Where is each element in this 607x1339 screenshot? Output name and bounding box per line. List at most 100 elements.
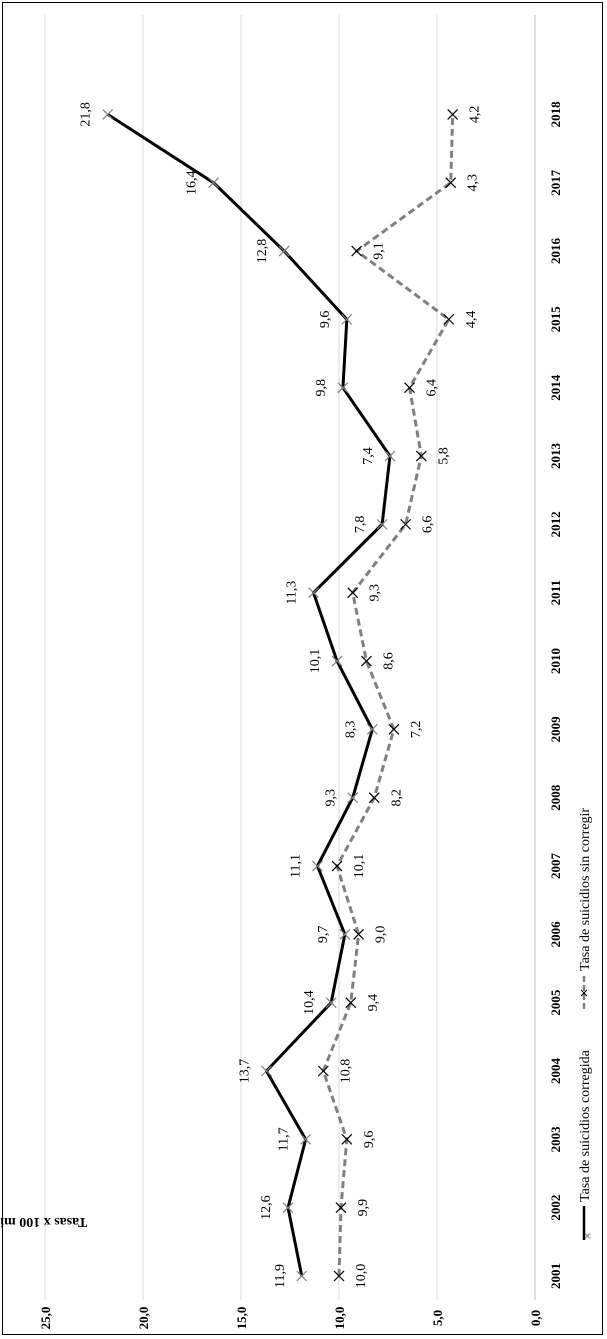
gridlines xyxy=(44,15,536,1300)
data-label: 12,6 xyxy=(259,1195,274,1220)
x-tick-label: 2012 xyxy=(548,511,563,537)
legend-marker-corregida: ✕ xyxy=(581,1232,592,1240)
x-tick-label: 2009 xyxy=(548,716,563,743)
data-label: 11,3 xyxy=(285,581,300,605)
x-tick-label: 2011 xyxy=(548,580,563,605)
data-labels: 11,9 12,6 11,7 13,7 10,4 9,7 11,1 9,3 8,3 10,1 11,… xyxy=(79,102,483,1288)
data-label: 4,4 xyxy=(464,311,479,329)
data-point xyxy=(339,928,351,940)
data-point xyxy=(312,860,323,872)
data-point xyxy=(261,1065,272,1077)
legend-label-corregida: Tasa de suicidios corregida xyxy=(578,1049,593,1202)
x-tick-label: 2014 xyxy=(548,374,563,401)
data-point xyxy=(333,1270,345,1282)
legend-item-corregida: ✕ Tasa de suicidios corregida xyxy=(578,1049,593,1240)
data-label: 9,7 xyxy=(316,926,331,944)
data-label: 11,7 xyxy=(277,1127,292,1151)
y-tick-label: 15,0 xyxy=(234,1307,249,1330)
data-point xyxy=(208,177,219,189)
data-point xyxy=(376,518,388,530)
x-tick-label: 2002 xyxy=(548,1195,563,1221)
data-label: 4,2 xyxy=(468,106,483,124)
legend-item-sin-corregir: ✕ Tasa de suicidios sin corregir xyxy=(578,808,593,1010)
x-tick-label: 2006 xyxy=(548,921,563,948)
data-point xyxy=(447,108,459,120)
data-label: 7,4 xyxy=(361,447,376,465)
x-tick-label: 2008 xyxy=(548,784,563,811)
y-tick-label: 25,0 xyxy=(38,1307,53,1330)
x-tick-label: 2016 xyxy=(548,238,563,264)
data-label: 8,3 xyxy=(343,721,358,739)
data-label: 7,2 xyxy=(409,721,424,739)
data-label: 9,0 xyxy=(374,926,389,944)
data-label: 11,9 xyxy=(273,1264,288,1288)
data-label: 9,4 xyxy=(366,994,381,1012)
data-point xyxy=(341,1133,353,1145)
data-point xyxy=(388,723,400,735)
data-label: 10,4 xyxy=(302,990,317,1015)
data-label: 12,8 xyxy=(255,239,270,263)
y-tick-label: 20,0 xyxy=(136,1307,151,1330)
data-point xyxy=(282,1202,294,1214)
x-tick-label: 2003 xyxy=(548,1126,563,1153)
y-tick-label: 10,0 xyxy=(332,1307,347,1330)
series xyxy=(102,108,459,1282)
data-point xyxy=(325,997,337,1009)
data-point xyxy=(331,860,343,872)
data-point xyxy=(368,792,380,804)
data-point xyxy=(443,313,455,325)
x-tick-label: 2004 xyxy=(548,1058,563,1085)
data-point xyxy=(335,1202,347,1214)
data-point xyxy=(400,518,412,530)
x-tick-label: 2015 xyxy=(548,306,563,333)
x-tick-label: 2018 xyxy=(548,101,563,128)
data-label: 9,9 xyxy=(356,1199,371,1217)
y-axis-title: Tasas x 100 mil hab. xyxy=(0,1214,87,1229)
y-tick-label: 5,0 xyxy=(430,1310,445,1326)
data-label: 9,3 xyxy=(324,789,339,807)
data-point xyxy=(345,997,357,1009)
data-label: 4,3 xyxy=(466,174,481,192)
x-tick-label: 2005 xyxy=(548,989,563,1016)
data-point xyxy=(361,655,372,667)
data-label: 11,1 xyxy=(288,854,303,878)
legend: ✕ Tasa de suicidios corregida ✕ Tasa de … xyxy=(578,808,593,1241)
data-point xyxy=(331,655,343,667)
data-point xyxy=(102,108,114,120)
data-point xyxy=(347,587,359,599)
data-label: 6,4 xyxy=(425,379,440,397)
data-label: 9,6 xyxy=(362,1131,377,1149)
data-point xyxy=(353,928,365,940)
data-point xyxy=(415,450,427,462)
data-label: 10,1 xyxy=(352,854,367,879)
data-label: 9,6 xyxy=(318,311,333,329)
y-tick-labels: 0,0 5,0 10,0 15,0 20,0 25,0 xyxy=(38,1307,543,1330)
data-label: 9,1 xyxy=(372,242,387,259)
data-label: 9,8 xyxy=(314,379,329,397)
data-label: 8,6 xyxy=(381,652,396,670)
series-line-1 xyxy=(321,114,455,1277)
data-point xyxy=(308,587,319,599)
x-tick-label: 2013 xyxy=(548,443,563,470)
data-label: 6,6 xyxy=(421,516,436,534)
data-label: 10,1 xyxy=(308,649,323,674)
y-tick-label: 0,0 xyxy=(528,1310,543,1326)
data-point xyxy=(300,1133,312,1145)
data-point xyxy=(404,382,415,394)
data-point xyxy=(317,1065,329,1077)
legend-marker-sin-corregir: ✕ xyxy=(579,988,588,1000)
x-tick-label: 2001 xyxy=(548,1263,563,1289)
data-point xyxy=(337,382,349,394)
data-point xyxy=(366,723,378,735)
data-point xyxy=(341,313,353,325)
data-point xyxy=(278,245,290,257)
data-point xyxy=(296,1270,308,1282)
data-label: 9,3 xyxy=(368,584,383,602)
x-tick-label: 2017 xyxy=(548,169,563,196)
x-tick-label: 2007 xyxy=(548,853,563,880)
data-label: 16,4 xyxy=(185,170,200,195)
data-point xyxy=(445,177,457,189)
legend-label-sin-corregir: Tasa de suicidios sin corregir xyxy=(578,808,593,971)
